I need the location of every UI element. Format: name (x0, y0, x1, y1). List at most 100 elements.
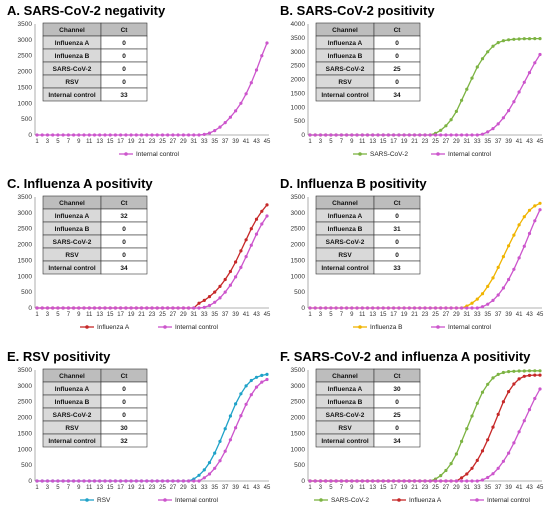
data-point (197, 306, 201, 310)
data-point (512, 267, 516, 271)
x-tick-label: 21 (138, 139, 145, 145)
x-tick-label: 29 (180, 139, 187, 145)
data-point (501, 370, 505, 375)
table-header-text: Ct (394, 27, 402, 34)
table-cell-text: Internal control (321, 438, 369, 445)
table-cell-text: Influenza A (328, 386, 363, 393)
x-tick-label: 29 (453, 312, 460, 318)
x-tick-label: 13 (96, 312, 103, 318)
table-cell-text: 34 (393, 438, 401, 445)
y-tick-label: 0 (28, 132, 32, 139)
data-point (527, 71, 532, 75)
data-point (355, 306, 359, 310)
legend-marker (85, 498, 89, 502)
data-point (460, 476, 464, 480)
data-point (171, 479, 175, 483)
data-point (496, 122, 500, 126)
x-tick-label: 17 (117, 312, 124, 318)
table-cell-text: Influenza A (328, 40, 363, 47)
data-point (160, 306, 165, 310)
table-cell-text: 0 (122, 399, 126, 406)
x-tick-label: 33 (201, 485, 208, 491)
data-point (234, 402, 238, 406)
data-point (324, 133, 328, 137)
table-header-text: Ct (121, 373, 129, 380)
x-tick-label: 35 (211, 139, 218, 145)
data-point (470, 466, 474, 470)
x-tick-label: 15 (380, 139, 387, 145)
y-tick-label: 3000 (291, 49, 306, 56)
data-point (35, 133, 39, 137)
table-cell-text: 32 (120, 213, 128, 220)
data-point (239, 101, 243, 105)
table-cell-text: 0 (395, 252, 399, 259)
data-point (470, 133, 474, 137)
x-tick-label: 19 (401, 139, 408, 145)
x-tick-label: 31 (190, 139, 197, 145)
data-point (45, 133, 50, 137)
data-point (517, 377, 521, 381)
x-tick-label: 13 (369, 312, 376, 318)
table-cell-text: 0 (395, 40, 399, 47)
table-cell-text: Influenza B (328, 399, 363, 406)
table-cell-text: 25 (393, 412, 401, 419)
data-point (454, 306, 458, 310)
data-point (486, 302, 490, 306)
table-cell-text: 25 (393, 66, 401, 73)
data-point (418, 479, 422, 483)
data-point (176, 479, 180, 483)
ct-table: Channel Ct Influenza A 0 Influenza B 0 SARS-Co… (315, 22, 421, 102)
data-point (119, 479, 123, 483)
data-point (197, 473, 201, 477)
data-point (223, 427, 227, 431)
data-point (234, 260, 238, 264)
data-point (339, 306, 343, 310)
data-point (371, 306, 375, 310)
data-point (207, 461, 212, 465)
data-point (345, 479, 349, 483)
data-point (381, 306, 385, 310)
x-tick-label: 39 (232, 312, 239, 318)
data-point (501, 255, 505, 259)
y-tick-label: 3500 (18, 21, 33, 28)
data-point (460, 98, 464, 102)
data-point (527, 37, 532, 41)
data-point (433, 479, 438, 483)
data-point (496, 372, 500, 376)
x-tick-label: 37 (495, 139, 502, 145)
x-tick-label: 9 (77, 485, 81, 491)
data-point (517, 37, 521, 41)
x-tick-label: 31 (190, 485, 197, 491)
data-point (527, 369, 532, 373)
x-tick-label: 9 (77, 139, 81, 145)
table-cell-text: 31 (393, 226, 401, 233)
table-header-text: Channel (332, 27, 358, 34)
legend-label: SARS-CoV-2 (370, 151, 408, 158)
data-point (124, 479, 128, 483)
data-point (139, 133, 144, 137)
data-point (460, 133, 464, 137)
table-cell-text: 0 (122, 252, 126, 259)
data-point (145, 133, 149, 137)
data-point (444, 468, 448, 473)
data-point (365, 133, 370, 137)
x-tick-label: 31 (463, 139, 470, 145)
x-tick-label: 1 (308, 485, 312, 491)
data-point (249, 243, 253, 247)
data-point (155, 306, 159, 310)
table-cell-text: SARS-CoV-2 (53, 412, 92, 419)
data-point (533, 204, 537, 208)
data-point (527, 408, 532, 412)
x-tick-label: 5 (329, 139, 333, 145)
data-point (202, 132, 206, 136)
data-point (407, 306, 411, 310)
data-point (202, 298, 206, 302)
y-tick-label: 500 (294, 462, 305, 469)
data-point (87, 133, 91, 137)
y-tick-label: 3500 (18, 194, 33, 201)
data-point (386, 479, 390, 483)
data-point (72, 479, 76, 483)
data-point (108, 306, 112, 310)
data-point (66, 306, 70, 310)
